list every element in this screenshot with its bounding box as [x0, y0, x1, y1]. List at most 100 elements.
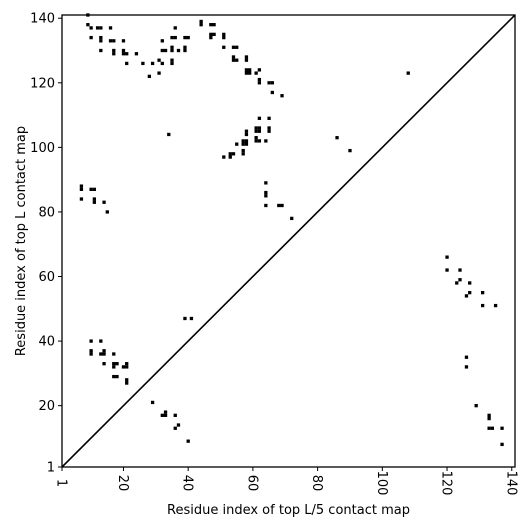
contact-point [406, 71, 410, 75]
contact-point [163, 413, 168, 417]
contact-point [257, 129, 262, 133]
contact-point [500, 426, 504, 430]
contact-point [183, 35, 187, 40]
contact-point [170, 61, 174, 66]
contact-point [112, 365, 116, 369]
contact-point [112, 52, 116, 56]
contact-point [125, 365, 129, 369]
contact-point [264, 139, 268, 143]
contact-point [112, 374, 116, 379]
contact-point [231, 45, 236, 49]
contact-point [89, 339, 93, 343]
contact-point [170, 58, 174, 62]
contact-point [241, 148, 245, 153]
contact-point [125, 362, 129, 366]
contact-point [160, 61, 164, 66]
contact-point [189, 316, 194, 321]
contact-point [99, 26, 103, 30]
contact-point [468, 281, 472, 285]
contact-point [173, 26, 177, 30]
contact-point [270, 90, 274, 95]
contact-point [235, 45, 239, 49]
contact-point [112, 39, 116, 43]
contact-point [280, 94, 284, 98]
contact-point [222, 32, 226, 37]
contact-point [231, 152, 236, 156]
contact-point [254, 139, 258, 143]
contact-point [170, 45, 174, 49]
x-axis-label: Residue index of top L/5 contact map [167, 503, 410, 518]
contact-point [222, 45, 226, 49]
contact-point [267, 126, 271, 130]
contact-point [183, 316, 187, 321]
contact-point [490, 426, 494, 430]
contact-point [121, 52, 126, 56]
contact-point [183, 45, 187, 49]
contact-point [209, 23, 213, 27]
x-tick-label: 100 [374, 471, 389, 496]
contact-point [474, 404, 478, 408]
contact-point [244, 139, 249, 143]
contact-point [92, 200, 97, 204]
contact-point [487, 426, 491, 430]
contact-point [244, 55, 249, 59]
contact-point [209, 32, 213, 37]
contact-point [228, 155, 232, 159]
contact-point [455, 281, 459, 285]
contact-point [141, 61, 145, 66]
contact-point [183, 48, 187, 53]
contact-point [92, 197, 97, 201]
contact-point [231, 58, 236, 62]
contact-point [458, 268, 462, 272]
contact-point [244, 71, 249, 75]
contact-point [235, 58, 239, 62]
y-tick-label: 100 [30, 141, 55, 156]
contact-point [254, 136, 258, 140]
contact-point [458, 278, 462, 282]
y-tick-label: 40 [38, 335, 55, 350]
contact-point [241, 142, 245, 146]
contact-point [500, 442, 504, 447]
contact-point [209, 35, 213, 40]
contact-point [170, 48, 174, 53]
contact-point [163, 410, 168, 414]
contact-point [102, 352, 106, 356]
contact-point [173, 413, 177, 417]
contact-point [121, 365, 126, 369]
contact-point [244, 132, 249, 137]
contact-point [199, 19, 203, 24]
contact-point [121, 48, 126, 53]
x-tick-label: 60 [244, 475, 259, 492]
contact-point [99, 352, 103, 356]
contact-point [99, 339, 103, 343]
contact-point [186, 439, 190, 443]
contact-point [487, 416, 491, 421]
y-tick-label: 1 [47, 461, 55, 476]
contact-point [89, 349, 93, 353]
contact-point [89, 187, 93, 191]
contact-point [173, 35, 177, 40]
contact-point [150, 400, 155, 405]
contact-point [112, 362, 116, 366]
contact-point [102, 362, 106, 366]
contact-point [228, 152, 232, 156]
contact-point [487, 413, 491, 417]
contact-point [167, 132, 171, 137]
contact-point [244, 129, 249, 133]
contact-point [112, 48, 116, 53]
contact-point [235, 142, 239, 146]
y-axis-label: Residue index of top L contact map [14, 126, 29, 356]
contact-point [115, 374, 119, 379]
contact-point [89, 35, 93, 40]
contact-point [480, 291, 485, 295]
contact-point [257, 77, 262, 82]
x-tick-label: 40 [180, 475, 195, 492]
y-tick-label: 60 [38, 270, 55, 285]
contact-point [264, 181, 268, 185]
contact-point [121, 39, 126, 43]
contact-point [335, 136, 339, 140]
contact-point [176, 423, 181, 427]
contact-point [212, 32, 216, 37]
contact-point [264, 194, 268, 198]
